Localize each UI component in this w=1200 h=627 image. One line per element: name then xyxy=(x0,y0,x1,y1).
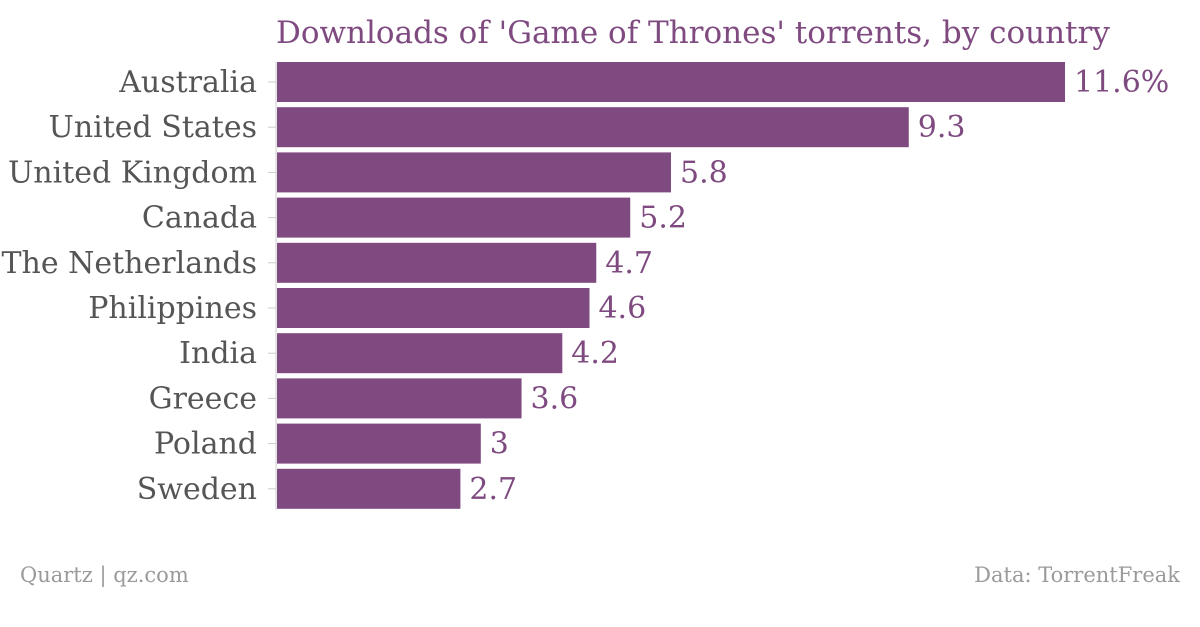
tick-marks xyxy=(268,81,276,490)
category-label: Greece xyxy=(149,381,257,416)
category-label: Sweden xyxy=(137,472,257,507)
value-label: 4.6 xyxy=(598,291,646,326)
value-label: 2.7 xyxy=(469,472,517,507)
bar xyxy=(277,152,671,193)
bar xyxy=(277,288,590,328)
bar xyxy=(277,242,597,283)
bar xyxy=(277,468,461,509)
category-label: Philippines xyxy=(88,291,257,326)
bar xyxy=(277,378,522,419)
bar xyxy=(277,333,563,374)
value-labels: 11.6% 9.3 5.8 5.2 4.7 4.6 4.2 3.6 3 2.7 xyxy=(469,65,1169,507)
bar xyxy=(277,62,1065,102)
value-label: 3 xyxy=(490,427,509,462)
value-label: 11.6% xyxy=(1074,65,1169,100)
value-label: 9.3 xyxy=(918,110,966,145)
category-label: India xyxy=(179,336,257,371)
value-label: 5.2 xyxy=(639,201,687,236)
category-label: The Netherlands xyxy=(2,246,258,281)
footer-source-right: Data: TorrentFreak xyxy=(974,563,1180,587)
category-label: Poland xyxy=(154,427,257,462)
category-label: United Kingdom xyxy=(8,155,257,190)
category-label: Australia xyxy=(118,65,257,100)
footer-source-left: Quartz | qz.com xyxy=(20,563,189,588)
value-label: 5.8 xyxy=(680,155,728,190)
bar xyxy=(277,423,481,464)
value-label: 4.7 xyxy=(605,246,653,281)
category-label: United States xyxy=(49,110,257,145)
value-label: 4.2 xyxy=(571,336,619,371)
bars xyxy=(277,62,1065,509)
value-label: 3.6 xyxy=(531,381,579,416)
bar xyxy=(277,107,909,148)
bar xyxy=(277,197,631,238)
category-labels: Australia United States United Kingdom Cana… xyxy=(2,65,258,507)
chart-title: Downloads of 'Game of Thrones' torrents,… xyxy=(276,15,1110,51)
category-label: Canada xyxy=(142,201,257,236)
